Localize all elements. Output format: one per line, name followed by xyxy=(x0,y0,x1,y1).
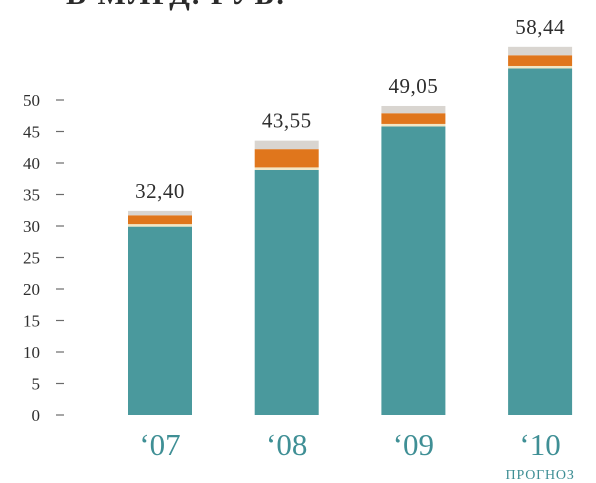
y-tick-label: 10 xyxy=(23,343,40,362)
bar-segment xyxy=(128,215,192,225)
x-category-note: ПРОГНОЗ xyxy=(506,468,575,483)
bar-segment xyxy=(381,113,446,124)
y-tick-label: 30 xyxy=(23,217,40,236)
y-tick-label: 20 xyxy=(23,280,40,299)
y-tick-label: 25 xyxy=(23,249,40,268)
bar-total-label: 43,55 xyxy=(262,109,312,133)
bar-total-label: 49,05 xyxy=(389,74,439,98)
total-labels-group: 32,40 43,55 49,05 58,44 xyxy=(135,15,565,203)
bar-segment xyxy=(508,65,573,69)
bar-segment xyxy=(128,224,192,227)
y-tick-label: 15 xyxy=(23,312,40,331)
bar-total-label: 58,44 xyxy=(515,15,565,39)
x-category-label: ‘09 xyxy=(393,427,434,462)
y-tick-label: 45 xyxy=(23,123,40,142)
x-category-label: ‘07 xyxy=(139,427,180,462)
x-category-label: ‘08 xyxy=(266,427,307,462)
bar-segment xyxy=(381,105,446,114)
bar-segment xyxy=(508,68,573,415)
bar-segment xyxy=(254,140,319,150)
bar-segment xyxy=(508,46,573,56)
bar-segment xyxy=(128,226,192,415)
y-tick-label: 35 xyxy=(23,186,40,205)
x-category-label: ‘10 xyxy=(519,427,560,462)
bar-segment xyxy=(508,55,573,66)
y-axis: 0 5 10 15 20 25 30 35 40 45 50 xyxy=(23,91,64,425)
bars-group xyxy=(128,46,573,416)
y-tick-label: 0 xyxy=(32,406,41,425)
bar-segment xyxy=(254,149,319,168)
y-tick-label: 5 xyxy=(32,375,41,394)
y-tick-label: 50 xyxy=(23,91,40,110)
bar-segment xyxy=(254,169,319,415)
y-tick-label: 40 xyxy=(23,154,40,173)
chart-title: В МЛРД. РУБ. xyxy=(66,0,286,12)
bar-segment xyxy=(381,126,446,416)
x-axis: ‘07 ‘08 ‘09 ‘10 ПРОГНОЗ xyxy=(139,427,574,483)
bar-segment xyxy=(128,210,192,216)
bar-segment xyxy=(381,123,446,127)
bar-total-label: 32,40 xyxy=(135,179,185,203)
bar-segment xyxy=(254,167,319,170)
